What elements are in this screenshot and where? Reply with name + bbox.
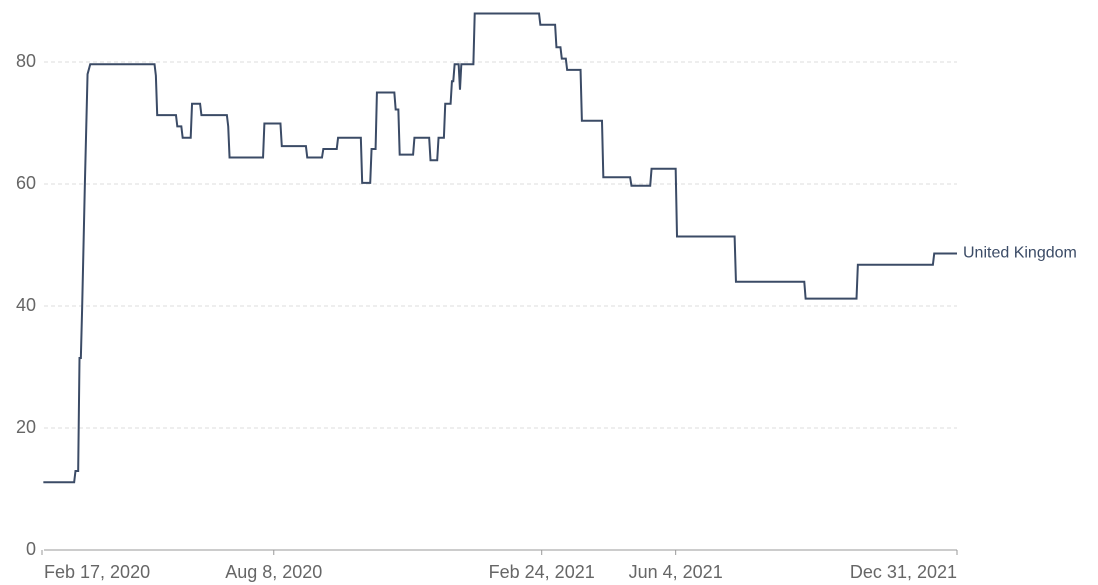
x-tick-label: Aug 8, 2020 — [225, 562, 322, 582]
y-tick-label: 60 — [16, 173, 36, 193]
x-tick-label: Feb 24, 2021 — [489, 562, 595, 582]
x-tick-label: Dec 31, 2021 — [850, 562, 957, 582]
y-tick-label: 40 — [16, 295, 36, 315]
y-tick-label: 0 — [26, 539, 36, 559]
y-tick-label: 80 — [16, 51, 36, 71]
line — [43, 12, 957, 484]
y-tick-label: 20 — [16, 417, 36, 437]
series-label: United Kingdom — [963, 245, 1077, 262]
x-tick-label: Jun 4, 2021 — [629, 562, 723, 582]
x-tick-label: Feb 17, 2020 — [44, 562, 150, 582]
